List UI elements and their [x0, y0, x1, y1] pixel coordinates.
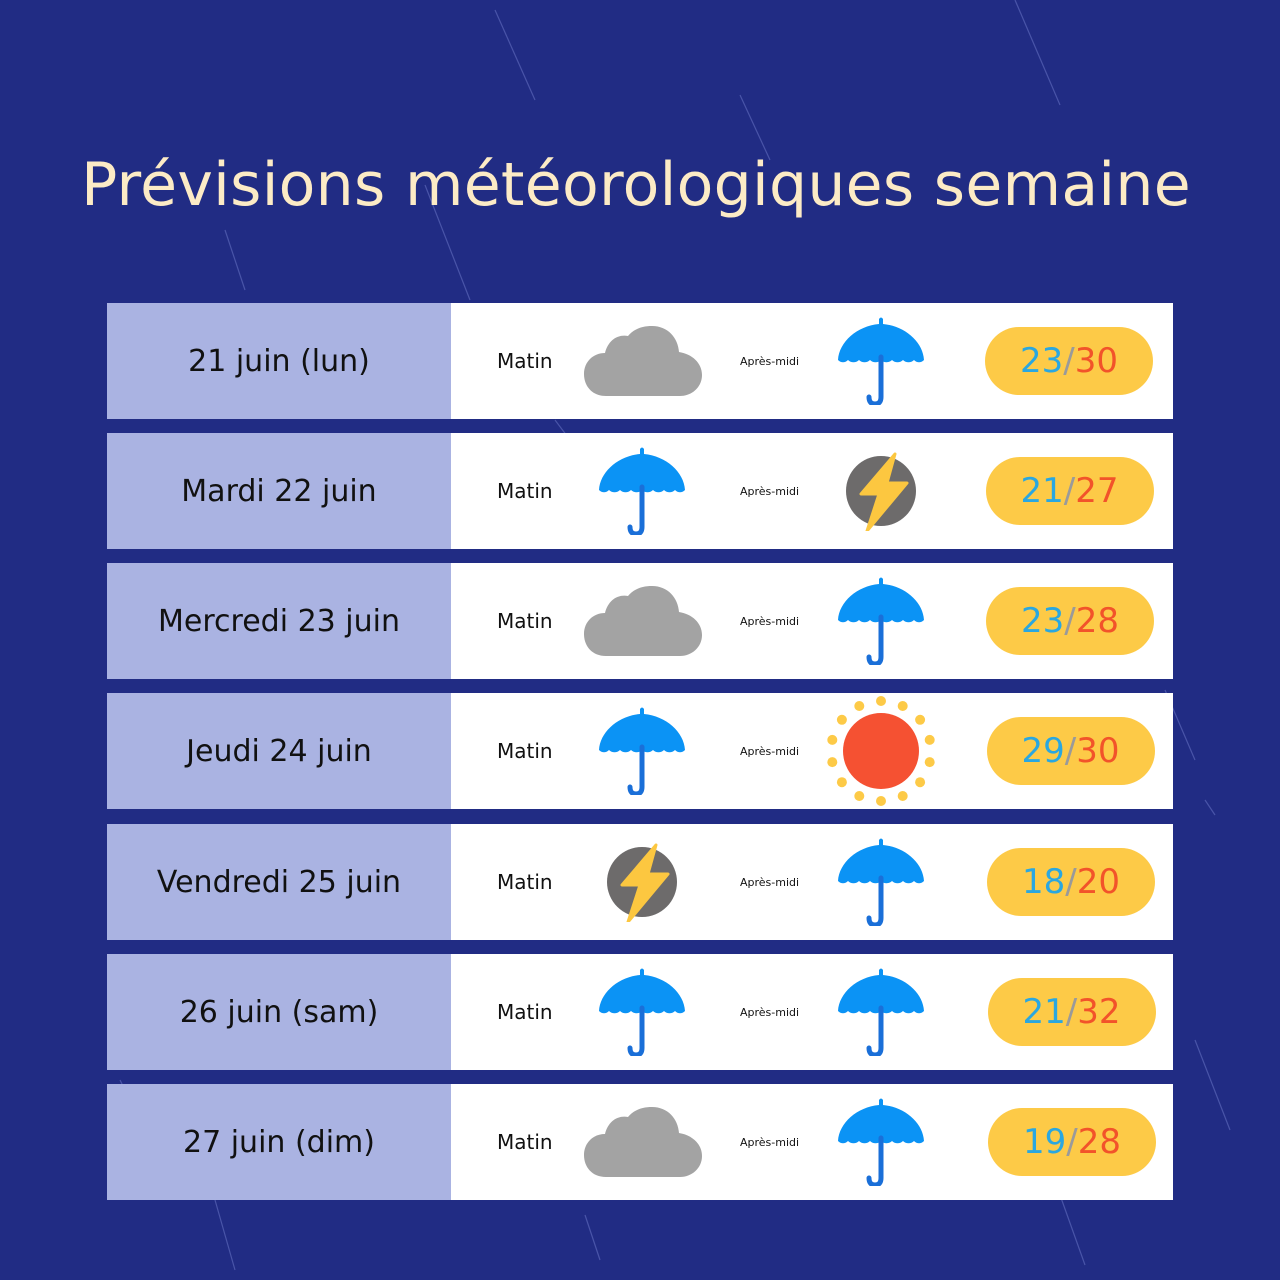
afternoon-label: Après-midi	[740, 354, 800, 368]
temp-max: 28	[1075, 601, 1119, 641]
cloud-icon	[584, 1107, 702, 1181]
temp-min: 23	[1021, 601, 1065, 641]
temp-separator: /	[1064, 731, 1077, 771]
day-label: Jeudi 24 juin	[107, 693, 451, 809]
temp-max: 30	[1074, 341, 1118, 381]
afternoon-label: Après-midi	[740, 1005, 800, 1019]
temperature-pill: 23/28	[986, 587, 1154, 655]
morning-label: Matin	[497, 739, 553, 763]
morning-label: Matin	[497, 479, 553, 503]
umbrella-icon	[837, 968, 925, 1060]
morning-label: Matin	[497, 349, 553, 373]
temp-max: 20	[1076, 862, 1120, 902]
cloud-icon	[584, 586, 702, 660]
temperature-pill: 18/20	[987, 848, 1155, 916]
cloud-icon	[584, 326, 702, 400]
forecast-row-3: Mercredi 23 juin Matin Après-midi 23/28	[107, 563, 1173, 679]
umbrella-icon	[598, 707, 686, 799]
morning-label: Matin	[497, 1130, 553, 1154]
temperature-pill: 21/32	[987, 978, 1156, 1046]
forecast-row-6: 26 juin (sam) Matin Après-midi 21/32	[107, 954, 1173, 1070]
temperature-pill: 19/28	[988, 1108, 1156, 1176]
forecast-row-2: Mardi 22 juin Matin Après-midi 21/27	[107, 433, 1173, 549]
temp-separator: /	[1066, 1122, 1078, 1162]
page-title: Prévisions météorologiques semaine	[81, 150, 1191, 220]
afternoon-label: Après-midi	[740, 875, 800, 889]
temperature-pill: 23/30	[985, 327, 1153, 395]
umbrella-icon	[837, 577, 925, 669]
temp-max: 30	[1076, 731, 1120, 771]
temp-max: 27	[1075, 471, 1119, 511]
day-label: Mardi 22 juin	[107, 433, 451, 549]
umbrella-icon	[837, 317, 925, 409]
temp-separator: /	[1064, 601, 1076, 641]
temp-separator: /	[1065, 862, 1077, 902]
lightning-icon	[604, 842, 680, 926]
forecast-row-4: Jeudi 24 juin Matin Après-midi 29/30	[107, 693, 1173, 809]
forecast-row-5: Vendredi 25 juin Matin Après-midi 18/20	[107, 824, 1173, 940]
afternoon-label: Après-midi	[740, 744, 800, 758]
temp-min: 29	[1021, 731, 1065, 771]
day-label: 27 juin (dim)	[107, 1084, 451, 1200]
temp-max: 28	[1077, 1122, 1121, 1162]
temp-separator: /	[1063, 471, 1076, 511]
morning-label: Matin	[497, 1000, 553, 1024]
forecast-row-1: 21 juin (lun) Matin Après-midi 23/30	[107, 303, 1173, 419]
temp-min: 19	[1023, 1122, 1067, 1162]
day-label: 26 juin (sam)	[107, 954, 451, 1070]
day-label: 21 juin (lun)	[107, 303, 451, 419]
temp-separator: /	[1063, 341, 1075, 381]
temp-separator: /	[1065, 992, 1078, 1032]
umbrella-icon	[598, 968, 686, 1060]
sun-icon	[825, 695, 937, 811]
temperature-pill: 21/27	[985, 457, 1154, 525]
morning-label: Matin	[497, 609, 553, 633]
afternoon-label: Après-midi	[740, 614, 800, 628]
forecast-row-7: 27 juin (dim) Matin Après-midi 19/28	[107, 1084, 1173, 1200]
umbrella-icon	[598, 447, 686, 539]
day-label: Vendredi 25 juin	[107, 824, 451, 940]
temperature-pill: 29/30	[986, 717, 1155, 785]
temp-max: 32	[1077, 992, 1121, 1032]
afternoon-label: Après-midi	[740, 484, 800, 498]
day-label: Mercredi 23 juin	[107, 563, 451, 679]
afternoon-label: Après-midi	[740, 1135, 800, 1149]
temp-min: 21	[1020, 471, 1064, 511]
temp-min: 23	[1020, 341, 1064, 381]
umbrella-icon	[837, 1098, 925, 1190]
temp-min: 18	[1022, 862, 1066, 902]
morning-label: Matin	[497, 870, 553, 894]
lightning-icon	[843, 451, 919, 535]
temp-min: 21	[1022, 992, 1066, 1032]
umbrella-icon	[837, 838, 925, 930]
